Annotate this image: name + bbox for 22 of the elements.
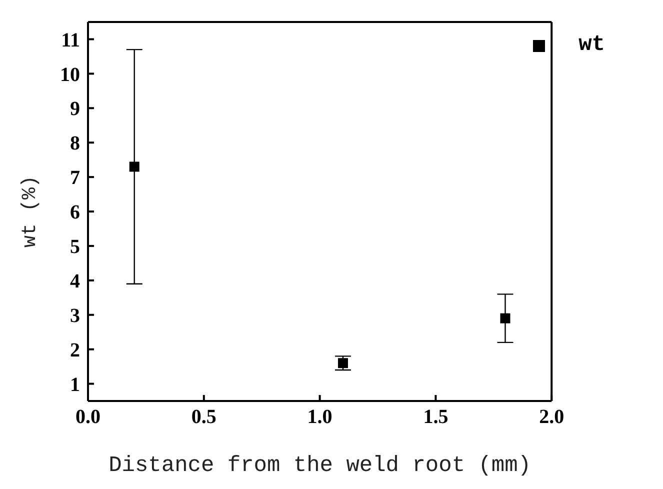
y-axis-title: wt (%) (19, 175, 42, 248)
y-tick-label: 3 (70, 304, 80, 327)
point (338, 358, 348, 368)
y-tick-label: 5 (70, 236, 80, 258)
y-tick-label: 4 (70, 270, 80, 293)
x-tick-label: 1.0 (307, 406, 332, 428)
point (129, 162, 140, 172)
y-tick-label: 1 (70, 374, 80, 396)
y-tick-label: 11 (61, 29, 80, 52)
x-tick-label: 0.5 (191, 406, 216, 428)
y-tick-label: 9 (70, 98, 80, 120)
x-tick-label: 1.5 (423, 406, 448, 428)
x-axis-title: Distance from the weld root (mm) (108, 453, 532, 478)
y-tick-label: 2 (70, 339, 80, 362)
y-tick-label: 8 (70, 132, 80, 155)
y-tick-label: 6 (70, 202, 80, 224)
x-tick-label: 0.0 (76, 406, 100, 428)
y-tick-label: 10 (60, 64, 80, 86)
x-tick-label: 2.0 (539, 406, 564, 428)
point (500, 313, 510, 324)
legend-label: wt (578, 32, 605, 57)
y-tick-label: 7 (70, 167, 80, 190)
